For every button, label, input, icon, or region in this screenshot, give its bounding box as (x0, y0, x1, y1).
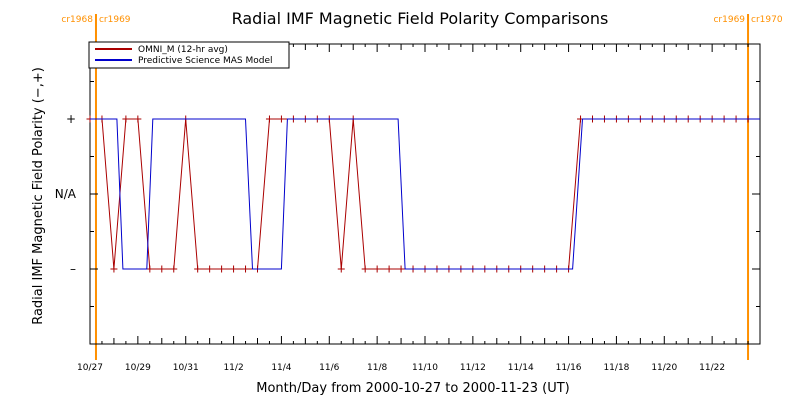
x-tick-label: 10/29 (125, 363, 151, 373)
data-point (218, 265, 226, 273)
x-tick-label: 11/16 (556, 363, 582, 373)
x-tick-label: 10/27 (77, 363, 103, 373)
data-point (242, 265, 250, 273)
x-tick-label: 11/20 (651, 363, 677, 373)
data-point (397, 265, 405, 273)
legend-label-mas: Predictive Science MAS Model (138, 56, 273, 66)
legend-label-omni: OMNI_M (12-hr avg) (138, 45, 228, 55)
x-tick-label: 11/8 (367, 363, 387, 373)
x-tick-label: 11/14 (508, 363, 534, 373)
carrington-label-left: cr1968 (61, 15, 93, 25)
series-layer (86, 115, 760, 273)
data-point (337, 265, 345, 273)
x-tick-label: 11/4 (271, 363, 291, 373)
data-point (158, 265, 166, 273)
chart-title: Radial IMF Magnetic Field Polarity Compa… (232, 9, 609, 28)
x-tick-label: 11/22 (699, 363, 725, 373)
data-point (361, 265, 369, 273)
carrington-label-right: cr1969 (99, 15, 131, 25)
x-tick-label: 11/18 (603, 363, 629, 373)
data-point (230, 265, 238, 273)
data-point (385, 265, 393, 273)
y-axis-ticks: + N/A – (55, 43, 760, 345)
x-tick-label: 11/2 (223, 363, 243, 373)
data-point (146, 265, 154, 273)
carrington-markers: cr1968 cr1969 cr1969 cr1970 (61, 14, 783, 360)
data-point (265, 115, 273, 123)
data-point (194, 265, 202, 273)
data-point (122, 115, 130, 123)
data-point (206, 265, 214, 273)
y-tick-label: N/A (55, 187, 77, 201)
data-point (170, 265, 178, 273)
y-tick-label: – (70, 262, 76, 276)
carrington-label-right: cr1970 (751, 15, 783, 25)
x-axis-label: Month/Day from 2000-10-27 to 2000-11-23 … (256, 381, 569, 396)
carrington-label-left: cr1969 (713, 15, 745, 25)
x-axis-ticks: 10/27 10/29 10/31 11/2 11/4 11/6 11/8 11/10 11/1… (77, 44, 761, 373)
x-tick-label: 11/6 (319, 363, 339, 373)
series-line-1 (90, 118, 760, 270)
legend: OMNI_M (12-hr avg) Predictive Science MA… (88, 41, 290, 69)
y-tick-label: + (66, 112, 76, 126)
x-tick-label: 11/12 (460, 363, 486, 373)
data-point (134, 115, 142, 123)
x-tick-label: 10/31 (173, 363, 199, 373)
y-axis-label: Radial IMF Magnetic Field Polarity (−,+) (31, 67, 46, 325)
series-line-0 (90, 118, 748, 270)
plot-frame (89, 43, 761, 345)
legend-box (88, 41, 290, 69)
data-point (110, 265, 118, 273)
x-tick-label: 11/10 (412, 363, 438, 373)
data-point (277, 115, 285, 123)
data-point (373, 265, 381, 273)
